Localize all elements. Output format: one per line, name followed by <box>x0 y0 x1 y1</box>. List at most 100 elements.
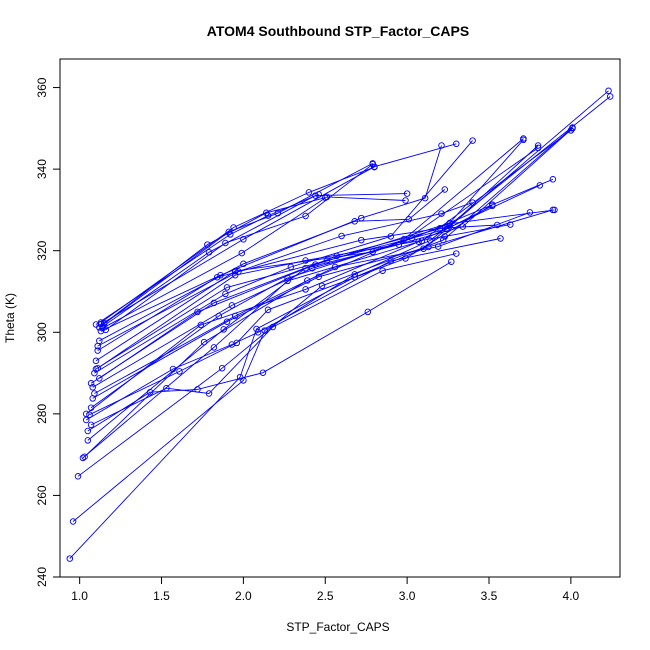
data-point <box>223 284 231 291</box>
data-point <box>318 282 326 290</box>
data-point <box>425 243 432 251</box>
profile-series <box>97 142 445 335</box>
x-tick-label: 2.0 <box>235 589 252 603</box>
y-tick-label: 240 <box>35 567 49 587</box>
profile-line <box>97 224 498 351</box>
profile-series <box>81 135 527 460</box>
data-point <box>218 364 226 372</box>
profile-line <box>92 127 573 388</box>
data-point <box>264 306 272 314</box>
profile-series <box>94 199 476 350</box>
profile-line <box>95 193 319 325</box>
data-point <box>443 225 450 233</box>
data-point <box>231 312 239 320</box>
x-tick-label: 3.0 <box>399 589 416 603</box>
profile-line <box>94 140 473 374</box>
profile-series <box>74 124 576 480</box>
plot-area <box>66 87 614 562</box>
data-point <box>236 373 244 381</box>
data-point <box>238 249 246 257</box>
profile-line <box>77 127 573 477</box>
profile-series <box>92 191 322 328</box>
profile-line <box>103 197 326 324</box>
data-point <box>222 290 229 298</box>
data-point <box>520 136 527 144</box>
data-point <box>453 250 460 257</box>
data-point <box>254 329 262 336</box>
data-point <box>534 142 542 149</box>
data-point <box>448 258 455 265</box>
data-point <box>194 308 201 316</box>
data-point <box>441 186 449 193</box>
data-point <box>358 236 365 244</box>
data-point <box>82 410 90 418</box>
y-tick-label: 280 <box>35 404 49 424</box>
profile-line <box>95 209 555 362</box>
data-point <box>331 263 339 271</box>
data-point <box>96 375 103 382</box>
profile-series <box>100 194 329 327</box>
profile-line <box>102 193 408 327</box>
profile-series <box>96 160 376 331</box>
data-point <box>89 384 96 391</box>
y-axis: 240 260 280 300 320 340 360 <box>35 77 61 587</box>
data-point <box>94 364 101 372</box>
data-point <box>302 286 309 293</box>
profile-line <box>92 209 554 399</box>
data-point <box>91 369 98 377</box>
data-point <box>441 233 449 240</box>
data-point <box>87 380 95 387</box>
data-point <box>358 214 365 222</box>
x-axis: 1.0 1.5 2.0 2.5 3.0 3.5 4.0 <box>71 576 580 603</box>
data-point <box>217 271 224 279</box>
data-point <box>312 192 319 199</box>
data-point <box>205 390 213 397</box>
data-point <box>169 365 177 373</box>
profile-line <box>69 90 609 559</box>
data-point <box>305 189 313 196</box>
profile-series <box>69 93 614 525</box>
data-point <box>82 416 90 424</box>
data-point <box>493 221 501 229</box>
profile-series <box>66 87 612 562</box>
profile-series <box>91 137 476 377</box>
profile-line <box>97 202 473 347</box>
profile-line <box>99 189 446 342</box>
data-point <box>369 248 376 256</box>
data-point <box>569 125 576 132</box>
profile-series <box>79 127 575 462</box>
profile-line <box>99 139 524 379</box>
x-tick-label: 3.5 <box>481 589 498 603</box>
data-point <box>351 218 358 225</box>
y-tick-label: 320 <box>35 240 49 260</box>
profile-series <box>94 221 501 354</box>
profile-series <box>96 136 527 382</box>
data-point <box>323 257 331 264</box>
data-point <box>235 268 242 275</box>
y-tick-label: 260 <box>35 485 49 505</box>
profile-series <box>92 206 558 365</box>
data-point <box>549 176 557 183</box>
data-point <box>213 273 221 281</box>
profile-line <box>90 145 539 384</box>
data-point <box>403 190 411 197</box>
profile-line <box>105 163 373 331</box>
data-point <box>379 267 386 274</box>
chart-title: ATOM4 Southbound STP_Factor_CAPS <box>207 23 469 39</box>
data-point <box>446 220 453 228</box>
profile-series <box>87 250 460 429</box>
profile-line <box>97 224 511 369</box>
data-point <box>304 277 311 284</box>
data-point <box>507 221 514 228</box>
data-point <box>94 347 101 354</box>
data-point <box>210 344 218 351</box>
x-tick-label: 4.0 <box>563 589 580 603</box>
data-point <box>338 232 345 240</box>
data-point <box>84 427 92 435</box>
data-point <box>567 127 575 134</box>
data-point <box>421 194 429 202</box>
data-point <box>222 239 229 247</box>
profile-line <box>102 196 406 329</box>
data-point <box>402 197 409 204</box>
data-point <box>453 140 460 148</box>
